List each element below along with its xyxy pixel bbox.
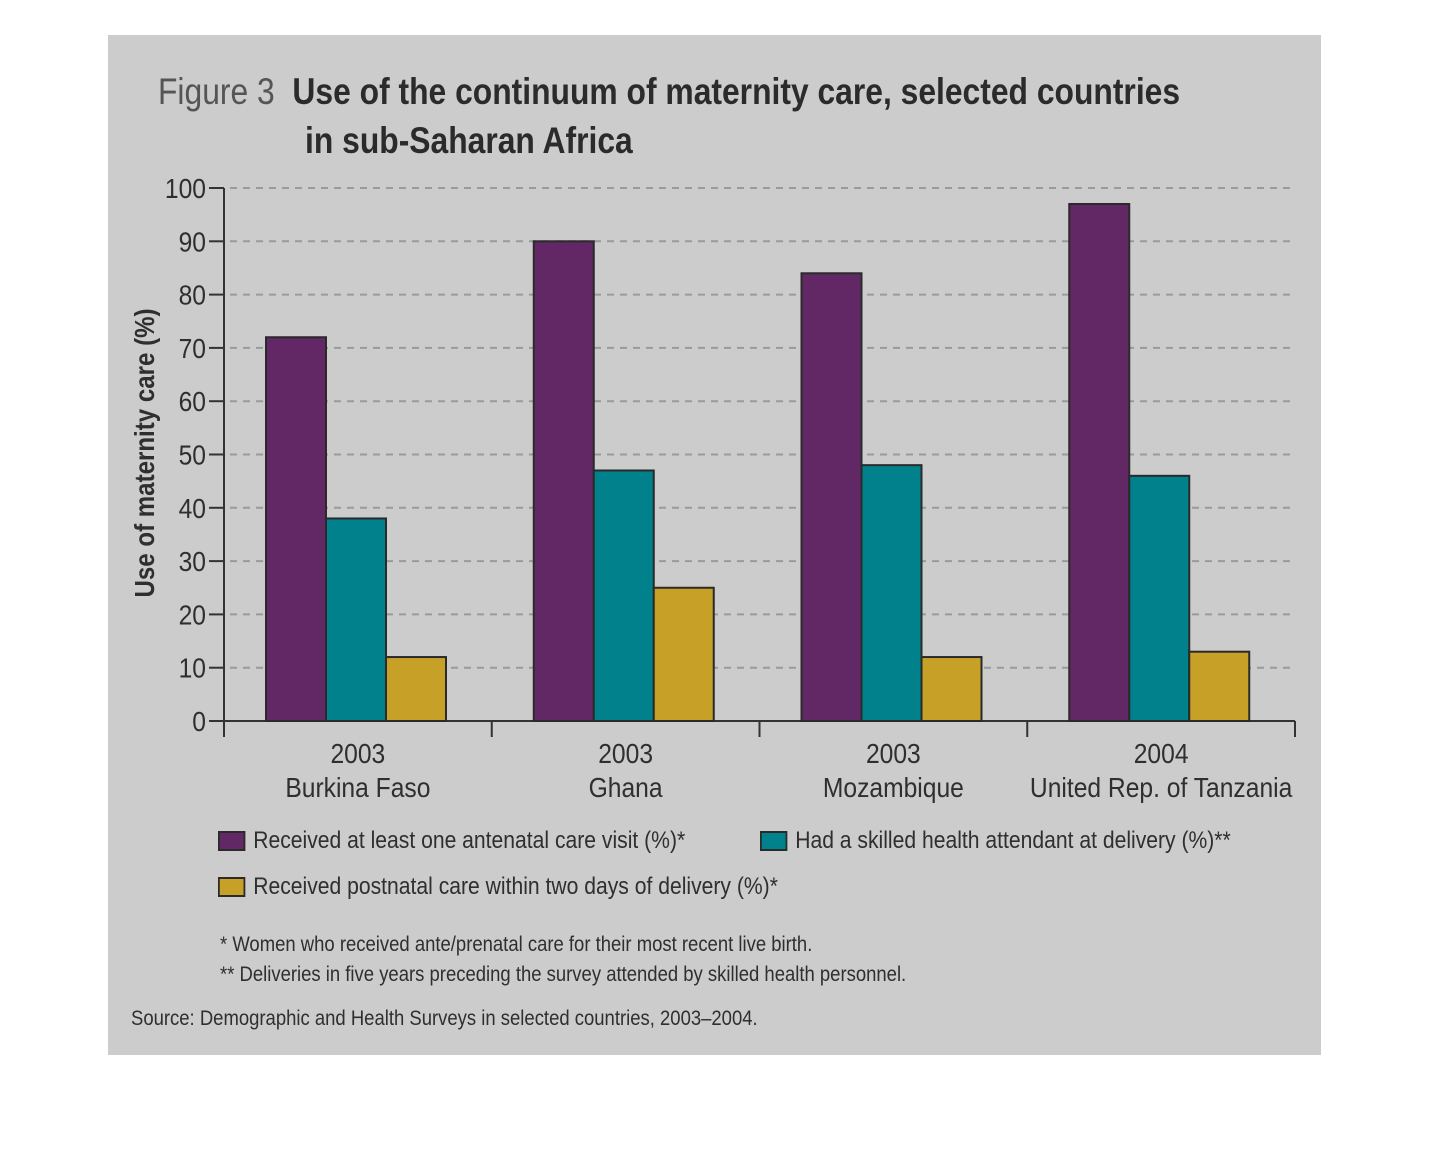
- y-tick-label: 50: [179, 439, 206, 471]
- legend-swatch-postnatal: [218, 877, 246, 897]
- y-tick-label: 10: [179, 652, 206, 684]
- bar: [265, 336, 327, 722]
- figure-panel: Figure 3 Use of the continuum of materni…: [108, 35, 1321, 1055]
- y-tick-label: 70: [179, 332, 206, 364]
- x-tick-label-country: United Rep. of Tanzania: [1030, 772, 1293, 804]
- bar: [592, 469, 655, 722]
- y-tick-label: 40: [179, 492, 206, 524]
- y-tick-label: 100: [165, 173, 206, 205]
- legend-swatch-antenatal: [218, 831, 246, 851]
- legend-swatch-skilled-attendant: [760, 831, 788, 851]
- legend-label-antenatal: Received at least one antenatal care vis…: [253, 827, 686, 854]
- x-tick-label-year: 2003: [330, 738, 385, 770]
- bar: [860, 464, 923, 722]
- figure-title-line2: in sub-Saharan Africa: [305, 120, 633, 161]
- bar: [800, 272, 863, 722]
- figure-title-line1: Use of the continuum of maternity care, …: [292, 71, 1181, 112]
- x-tick-label-year: 2003: [598, 738, 653, 770]
- footnote-2: ** Deliveries in five years preceding th…: [220, 963, 907, 986]
- bar: [652, 586, 715, 722]
- legend-label-skilled-attendant: Had a skilled health attendant at delive…: [795, 827, 1231, 854]
- bar: [920, 656, 983, 722]
- y-tick-label: 20: [179, 599, 206, 631]
- bar: [1068, 202, 1131, 723]
- y-tick-label: 80: [179, 279, 206, 311]
- legend-item-antenatal: Received at least one antenatal care vis…: [218, 827, 685, 855]
- x-tick-label-country: Ghana: [589, 772, 663, 804]
- figure-number: Figure 3: [158, 71, 275, 112]
- y-tick-label: 30: [179, 546, 206, 578]
- bar: [385, 656, 447, 722]
- bar: [325, 517, 387, 722]
- bar: [1188, 650, 1251, 723]
- figure-title: Figure 3 Use of the continuum of materni…: [158, 68, 1180, 116]
- legend-item-postnatal: Received postnatal care within two days …: [218, 873, 778, 901]
- y-tick-label: 60: [179, 386, 206, 418]
- footnote-1: * Women who received ante/prenatal care …: [220, 933, 813, 956]
- x-tick-label-country: Mozambique: [823, 772, 964, 804]
- x-tick-label-year: 2003: [866, 738, 921, 770]
- bar-chart: 0 10 20 30 40 50 60 70 80 90 100 Use of maternity c…: [128, 173, 1296, 804]
- legend-item-skilled-attendant: Had a skilled health attendant at delive…: [760, 827, 1231, 855]
- footnotes: * Women who received ante/prenatal care …: [220, 930, 906, 990]
- bar: [532, 240, 595, 723]
- y-tick-label: 0: [192, 706, 206, 738]
- bar: [1128, 474, 1191, 722]
- legend-label-postnatal: Received postnatal care within two days …: [253, 873, 778, 900]
- source-note: Source: Demographic and Health Surveys i…: [131, 1007, 758, 1030]
- x-tick-label-country: Burkina Faso: [285, 772, 430, 804]
- x-tick-label-year: 2004: [1134, 738, 1189, 770]
- y-axis-label: Use of maternity care (%): [128, 308, 160, 597]
- y-tick-label: 90: [179, 226, 206, 258]
